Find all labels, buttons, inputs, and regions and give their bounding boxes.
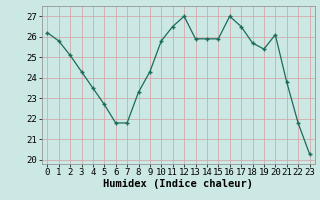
- X-axis label: Humidex (Indice chaleur): Humidex (Indice chaleur): [103, 179, 253, 189]
